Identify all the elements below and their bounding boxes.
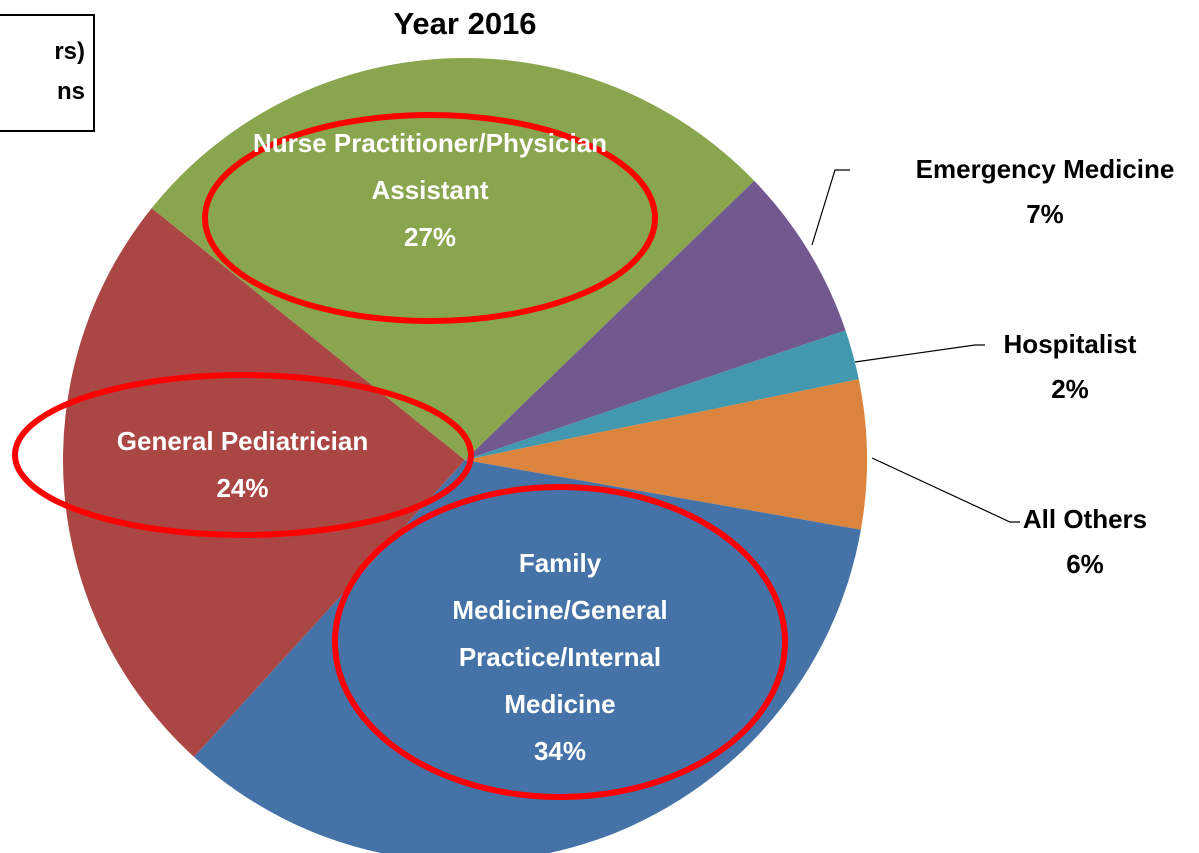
value-label: 27% — [403, 222, 457, 252]
category-label: Family Medicine/General Practice/Interna… — [452, 548, 668, 719]
slice-label: Nurse Practitioner/Physician Assistant 27… — [240, 120, 620, 261]
slice-label: Hospitalist 2% — [955, 322, 1185, 412]
leader-line — [854, 344, 985, 363]
category-label: Emergency Medicine — [915, 154, 1175, 184]
note-box: rs) ns — [0, 14, 95, 132]
note-line: rs) — [54, 38, 85, 65]
pie-slice — [465, 379, 867, 530]
value-label: 7% — [1026, 199, 1064, 229]
pie-slice — [465, 330, 859, 460]
category-label: All Others — [1022, 504, 1148, 534]
pie-slice — [193, 460, 861, 853]
slice-label: All Others 6% — [985, 497, 1185, 587]
pie-slice — [151, 58, 755, 461]
leader-line — [811, 169, 850, 246]
pie-slice — [465, 180, 846, 461]
value-label: 2% — [1051, 374, 1089, 404]
leader-line — [871, 457, 1020, 523]
slice-label: General Pediatrician 24% — [40, 418, 445, 512]
value-label: 6% — [1066, 549, 1104, 579]
value-label: 24% — [216, 473, 269, 503]
slice-label: Family Medicine/General Practice/Interna… — [413, 540, 707, 775]
highlight-ellipse — [12, 372, 474, 538]
highlight-ellipse — [202, 112, 658, 324]
note-line: ns — [56, 78, 85, 105]
value-label: 34% — [533, 736, 587, 766]
slice-label: Emergency Medicine 7% — [905, 147, 1185, 237]
chart-title: Year 2016 — [393, 6, 537, 41]
category-label: Nurse Practitioner/Physician Assistant — [252, 128, 608, 205]
highlight-ellipse — [332, 484, 788, 800]
category-label: General Pediatrician — [116, 426, 369, 456]
category-label: Hospitalist — [1003, 329, 1137, 359]
pie-slice — [62, 208, 465, 757]
